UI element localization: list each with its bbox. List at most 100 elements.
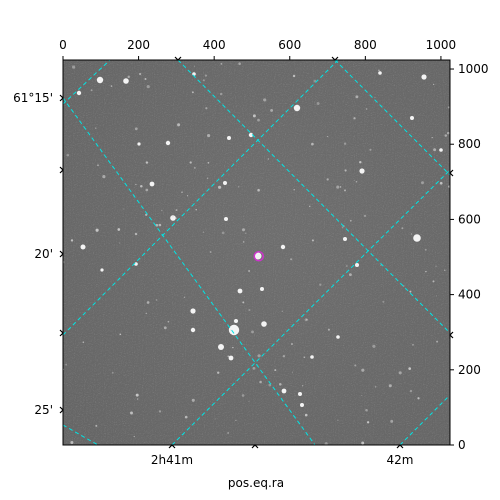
faint-star	[117, 228, 121, 231]
faint-star	[242, 301, 245, 304]
faint-star	[183, 296, 186, 299]
faint-star	[186, 195, 189, 197]
grid-line	[334, 60, 450, 176]
star	[137, 142, 141, 146]
star	[260, 287, 264, 291]
faint-star	[230, 329, 232, 331]
faint-star	[193, 166, 196, 169]
faint-star	[218, 185, 222, 189]
faint-star	[380, 264, 382, 266]
star	[228, 324, 240, 336]
faint-star	[410, 233, 413, 235]
faint-star	[175, 209, 178, 212]
faint-star	[336, 185, 340, 189]
faint-star	[353, 179, 355, 182]
star	[223, 181, 227, 185]
star	[359, 168, 365, 174]
faint-star	[353, 117, 356, 120]
faint-star	[219, 92, 223, 96]
faint-star	[447, 106, 450, 109]
dec-tick-label: 20'	[34, 247, 53, 261]
star	[310, 355, 314, 359]
faint-star	[444, 134, 448, 137]
faint-star	[303, 356, 306, 359]
faint-star	[446, 131, 450, 135]
faint-star	[274, 369, 277, 372]
grid-line	[63, 60, 111, 105]
star	[228, 355, 234, 361]
faint-star	[204, 74, 207, 77]
faint-star	[308, 205, 311, 208]
star	[190, 327, 196, 333]
star	[190, 308, 196, 314]
faint-star	[217, 371, 220, 374]
faint-star	[130, 411, 133, 415]
faint-star	[435, 265, 437, 267]
ra-tick	[396, 444, 404, 449]
dec-tick-label: 25'	[34, 403, 53, 417]
faint-star	[171, 214, 175, 218]
faint-star	[146, 301, 150, 304]
faint-star	[248, 308, 251, 312]
faint-star	[227, 432, 229, 434]
grid-edge-tick	[174, 56, 182, 61]
faint-star	[214, 418, 216, 420]
star	[300, 403, 304, 407]
faint-star	[66, 153, 70, 157]
faint-star	[439, 181, 443, 185]
faint-star	[304, 413, 308, 417]
faint-star	[202, 231, 205, 233]
faint-star	[207, 161, 210, 164]
faint-star	[355, 181, 358, 183]
faint-star	[343, 189, 347, 192]
faint-star	[175, 217, 177, 219]
right-tick-label: 800	[458, 137, 481, 151]
faint-star	[244, 232, 247, 235]
faint-star	[359, 160, 362, 164]
faint-star	[432, 83, 435, 86]
faint-star	[304, 318, 308, 322]
faint-star	[363, 214, 367, 218]
star	[227, 136, 231, 140]
faint-star	[90, 89, 93, 92]
faint-star	[119, 242, 121, 244]
faint-star	[82, 341, 85, 343]
faint-star	[281, 310, 283, 312]
faint-star	[343, 142, 347, 145]
star	[421, 74, 427, 80]
faint-star	[390, 419, 394, 423]
faint-star	[382, 300, 385, 303]
ra-axis: 2h41m 42m	[151, 444, 413, 467]
faint-star	[248, 400, 250, 402]
faint-star	[119, 333, 122, 336]
star	[248, 132, 254, 138]
top-tick-label: 600	[278, 38, 301, 52]
star	[410, 116, 414, 120]
faint-star	[135, 393, 139, 397]
faint-star	[361, 394, 363, 396]
faint-star	[421, 181, 424, 185]
faint-star	[184, 415, 188, 419]
faint-star	[301, 385, 304, 387]
star	[80, 244, 86, 250]
faint-star	[163, 326, 167, 330]
faint-star	[417, 397, 420, 400]
faint-star	[202, 79, 205, 82]
faint-star	[327, 328, 330, 331]
faint-star	[361, 368, 365, 372]
faint-star	[408, 367, 412, 370]
star	[149, 181, 155, 187]
dec-tick	[59, 406, 64, 414]
faint-star	[326, 178, 329, 181]
star	[100, 268, 104, 272]
faint-star	[95, 127, 97, 129]
faint-star	[181, 191, 183, 194]
faint-star	[292, 74, 296, 78]
faint-star	[349, 219, 352, 222]
faint-star	[189, 161, 192, 164]
faint-star	[97, 164, 99, 166]
faint-star	[207, 134, 211, 138]
faint-star	[241, 228, 246, 232]
faint-star	[156, 299, 158, 301]
star	[280, 244, 286, 250]
